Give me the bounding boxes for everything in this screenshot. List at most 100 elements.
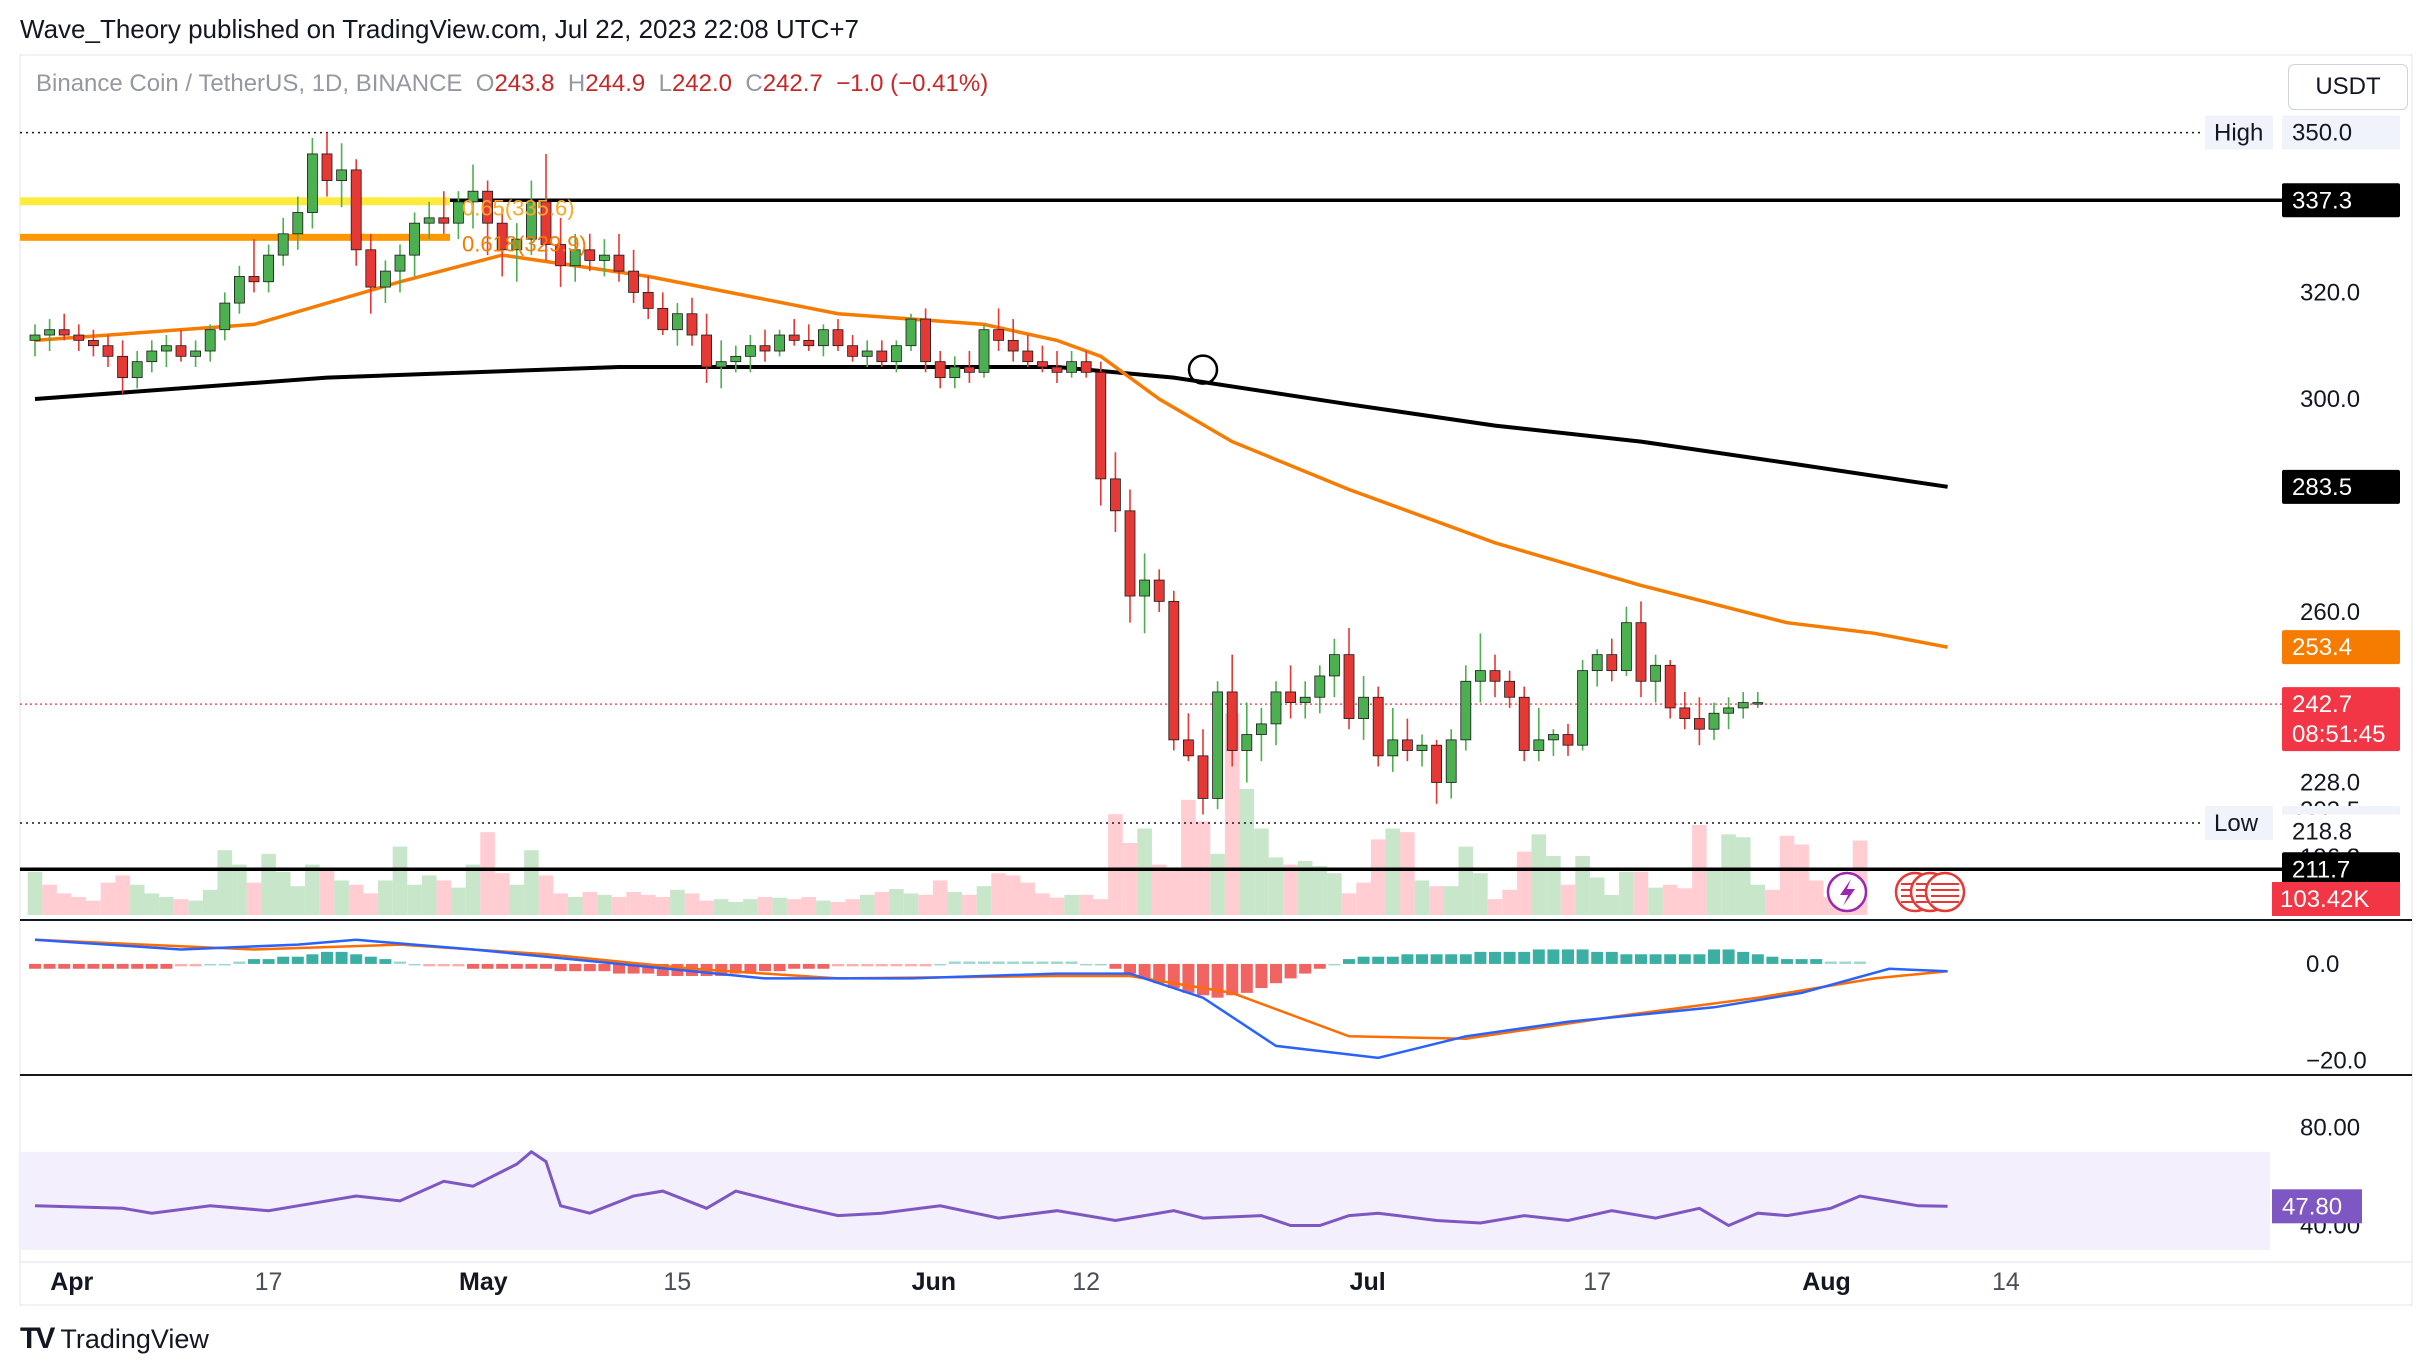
candle-body [219, 302, 231, 331]
volume-bar [1633, 871, 1649, 915]
candle-body [1329, 654, 1340, 677]
moving-averages [34, 253, 1948, 649]
rsi-tag-bg [2272, 1189, 2362, 1224]
volume-bar [1677, 888, 1693, 915]
currency-button[interactable]: USDT [2288, 64, 2408, 110]
tradingview-brand[interactable]: TV TradingView [20, 1322, 209, 1356]
price-tag-value: 218.8 [2292, 818, 2352, 845]
price-tag-value: 337.3 [2292, 187, 2352, 214]
volume-bar [1166, 868, 1182, 915]
volume-bar [1458, 846, 1474, 915]
candle-body [686, 313, 698, 336]
macd-histogram-bar [291, 956, 304, 964]
macd-histogram-bar [452, 963, 465, 967]
volume-bar [1108, 814, 1123, 915]
candle-body [1606, 654, 1618, 672]
volume-bar [275, 871, 291, 915]
volume-bar [378, 880, 393, 915]
macd-histogram-bar [160, 963, 173, 969]
volume-bar [407, 884, 422, 915]
price-tag-bg [2282, 469, 2400, 504]
volume-bar [859, 894, 875, 915]
macd-histogram-bar [905, 963, 917, 967]
macd-histogram-bar [496, 963, 509, 969]
candle-body [1343, 654, 1355, 719]
macd-histogram-bar [1737, 951, 1750, 964]
macd-histogram-bar [189, 963, 202, 967]
macd-histogram-bar [277, 956, 290, 964]
volume-bar [991, 873, 1006, 915]
volume-bar [1706, 867, 1722, 915]
volume-bar [261, 853, 276, 915]
volume-bar [56, 893, 72, 915]
candle-body [1285, 691, 1296, 703]
price-tick-label: 320.0 [2300, 279, 2360, 306]
volume-bar [1297, 861, 1313, 915]
rsi-tick-label: 80.00 [2300, 1114, 2360, 1141]
candle-body [774, 334, 785, 352]
volume-bar [100, 882, 116, 915]
macd-histogram-bar [1576, 949, 1589, 964]
candle-body [1372, 696, 1384, 757]
macd-histogram-bar [729, 963, 742, 974]
volume-bar [1808, 880, 1824, 915]
macd-histogram-bar [788, 963, 801, 969]
candle-body [1080, 361, 1092, 373]
candle-body [190, 350, 202, 357]
macd-histogram-bar [306, 954, 319, 964]
time-axis[interactable]: Apr 17 May 15 Jun 12 Jul 17 Aug 14 [50, 1268, 2020, 1296]
volume-bar [1487, 899, 1503, 915]
candle-body [1752, 702, 1764, 705]
price-tag-bg [2282, 183, 2400, 218]
macd-histogram-bar [218, 963, 231, 966]
macd-histogram-bar [58, 963, 71, 969]
volume-bar [918, 894, 933, 915]
macd-histogram-bar [1620, 954, 1633, 964]
candle-body [1504, 680, 1515, 698]
volume-bar [1473, 873, 1488, 915]
candle-body [1139, 579, 1150, 597]
macd-histogram-bar [569, 963, 582, 972]
macd-histogram-bar [540, 963, 552, 969]
volume-bar [1268, 857, 1284, 915]
macd-histogram-bar [1518, 951, 1531, 964]
tradingview-logo-icon: TV [20, 1322, 55, 1355]
volume-bar [1619, 871, 1634, 915]
volume-bar [436, 880, 452, 915]
candle-body [233, 276, 245, 304]
macd-histogram-bar [1503, 951, 1516, 964]
macd-histogram-bar [204, 963, 217, 966]
high-value: 244.9 [585, 70, 646, 97]
indicator-icons [1826, 871, 1966, 913]
price-tag-bg [2282, 852, 2400, 887]
time-tick-label: 17 [1583, 1268, 1611, 1296]
volume-bar [421, 875, 437, 915]
candle-body [1694, 718, 1705, 730]
volume-bar [144, 893, 160, 915]
volume-bar [129, 884, 145, 915]
macd-histogram-bar [1693, 954, 1706, 964]
volume-bar [1414, 880, 1430, 915]
volume-bar [217, 850, 233, 915]
volume-bar [71, 897, 87, 915]
candle-body [1460, 680, 1472, 741]
macd-histogram-bar [992, 961, 1005, 964]
price-axis[interactable]: 320.0300.0260.0228.0203.5196.2High350.03… [2205, 115, 2400, 1240]
volume-bar [1794, 844, 1809, 915]
macd-histogram-bar [1372, 956, 1385, 964]
fib-label: 0.618(329.9) [462, 232, 587, 257]
candle-body [701, 334, 712, 368]
rsi-pane [20, 1149, 2270, 1250]
volume-bar [1093, 899, 1109, 915]
candle-body [599, 254, 610, 261]
macd-histogram-bar [948, 961, 961, 964]
candle-body [409, 222, 421, 256]
volume-bar [640, 894, 656, 915]
fib-labels: 0.65(335.6) 0.618(329.9) [462, 195, 587, 256]
lightning-bolt-shape [1840, 879, 1855, 906]
publish-info: Wave_Theory published on TradingView.com… [20, 14, 859, 44]
candle-body [496, 222, 508, 251]
macd-histogram-bar [1562, 949, 1574, 964]
macd-histogram-bar [1197, 963, 1209, 996]
